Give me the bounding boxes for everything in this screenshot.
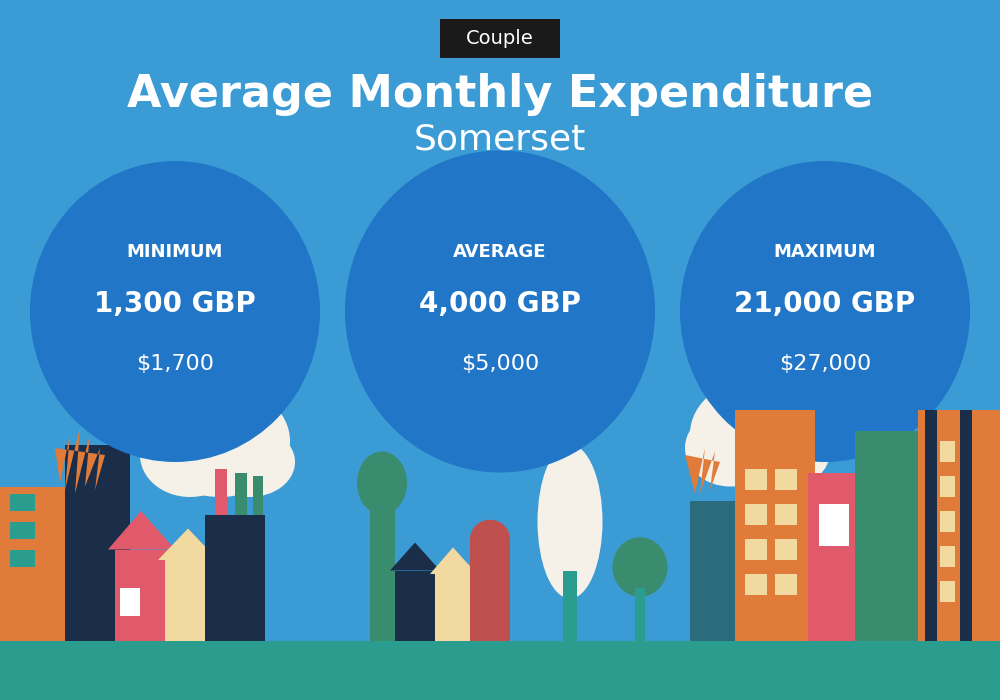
- Bar: [745, 539, 767, 560]
- Bar: [215, 469, 227, 514]
- Bar: [10, 494, 35, 511]
- Bar: [940, 511, 955, 532]
- Text: $1,700: $1,700: [136, 354, 214, 374]
- Ellipse shape: [345, 150, 655, 473]
- Polygon shape: [685, 448, 720, 493]
- Ellipse shape: [685, 410, 775, 486]
- Bar: [0, 640, 1000, 700]
- Polygon shape: [108, 511, 175, 550]
- Bar: [65, 444, 130, 640]
- Ellipse shape: [690, 378, 830, 490]
- Ellipse shape: [680, 161, 970, 462]
- Text: MINIMUM: MINIMUM: [127, 243, 223, 261]
- Text: 4,000 GBP: 4,000 GBP: [419, 290, 581, 318]
- Bar: [120, 588, 140, 616]
- Polygon shape: [430, 547, 477, 574]
- Text: 🇬🇧: 🇬🇧: [470, 162, 530, 209]
- Bar: [940, 441, 955, 462]
- Ellipse shape: [30, 161, 320, 462]
- Bar: [940, 476, 955, 497]
- Bar: [735, 410, 815, 640]
- Ellipse shape: [150, 385, 290, 497]
- Bar: [0, 486, 70, 640]
- Bar: [165, 560, 210, 640]
- Ellipse shape: [612, 538, 668, 596]
- Ellipse shape: [205, 427, 295, 497]
- Bar: [470, 539, 510, 640]
- Ellipse shape: [357, 452, 407, 514]
- Polygon shape: [158, 528, 218, 560]
- Bar: [690, 500, 740, 640]
- Text: $5,000: $5,000: [461, 354, 539, 374]
- Bar: [940, 581, 955, 602]
- Bar: [918, 410, 1000, 640]
- Bar: [563, 570, 577, 640]
- Bar: [205, 514, 265, 640]
- Polygon shape: [55, 427, 105, 494]
- Bar: [745, 504, 767, 525]
- Text: AVERAGE: AVERAGE: [453, 243, 547, 261]
- Bar: [925, 410, 937, 640]
- Bar: [775, 539, 797, 560]
- Bar: [370, 494, 395, 640]
- Bar: [940, 546, 955, 567]
- Text: Average Monthly Expenditure: Average Monthly Expenditure: [127, 73, 873, 116]
- Bar: [10, 522, 35, 539]
- Ellipse shape: [538, 444, 602, 598]
- Text: Somerset: Somerset: [414, 123, 586, 157]
- Bar: [635, 588, 645, 640]
- Bar: [435, 574, 470, 640]
- Ellipse shape: [140, 413, 240, 497]
- Text: Couple: Couple: [466, 29, 534, 48]
- FancyBboxPatch shape: [440, 19, 560, 58]
- Bar: [253, 476, 263, 514]
- Bar: [235, 473, 247, 514]
- Text: $27,000: $27,000: [779, 354, 871, 374]
- Bar: [775, 469, 797, 490]
- Bar: [395, 570, 435, 640]
- Bar: [10, 550, 35, 567]
- Bar: [808, 473, 863, 640]
- Bar: [960, 410, 972, 640]
- Text: 21,000 GBP: 21,000 GBP: [734, 290, 916, 318]
- Text: MAXIMUM: MAXIMUM: [774, 243, 876, 261]
- Bar: [819, 504, 849, 546]
- Bar: [745, 469, 767, 490]
- Ellipse shape: [750, 416, 830, 486]
- Ellipse shape: [470, 519, 510, 559]
- Bar: [115, 550, 170, 640]
- Text: 1,300 GBP: 1,300 GBP: [94, 290, 256, 318]
- Bar: [855, 430, 925, 640]
- Polygon shape: [390, 542, 440, 570]
- Bar: [745, 574, 767, 595]
- Bar: [775, 504, 797, 525]
- Bar: [775, 574, 797, 595]
